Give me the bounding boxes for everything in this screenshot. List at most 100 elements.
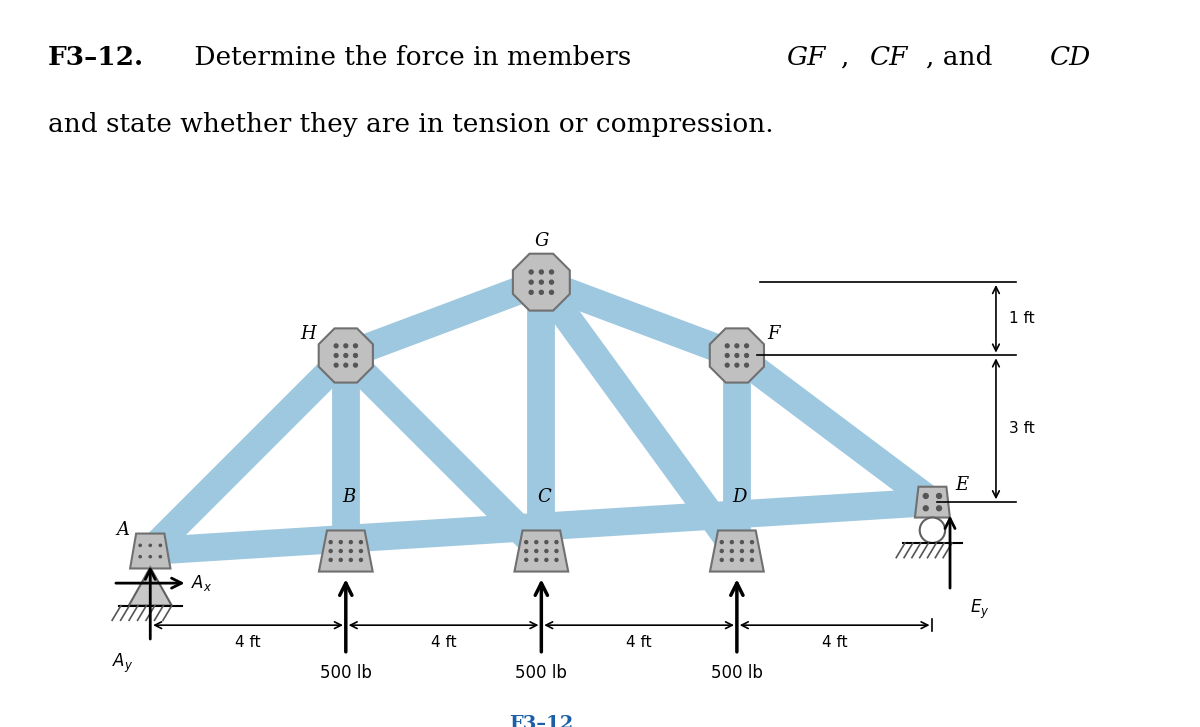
Circle shape (354, 364, 358, 367)
Circle shape (524, 541, 528, 544)
Circle shape (149, 545, 151, 547)
Circle shape (554, 550, 558, 553)
Circle shape (524, 550, 528, 553)
Text: 500 lb: 500 lb (710, 664, 763, 683)
Circle shape (360, 550, 362, 553)
Circle shape (344, 344, 348, 348)
Circle shape (740, 541, 744, 544)
Polygon shape (319, 329, 373, 382)
Circle shape (745, 344, 749, 348)
Polygon shape (319, 531, 373, 571)
Circle shape (923, 506, 929, 511)
Text: 500 lb: 500 lb (320, 664, 372, 683)
Circle shape (740, 550, 744, 553)
Polygon shape (512, 254, 570, 310)
Text: CF: CF (870, 45, 908, 70)
Circle shape (335, 353, 338, 358)
Circle shape (919, 518, 946, 543)
Text: Determine the force in members: Determine the force in members (186, 45, 640, 70)
Circle shape (545, 558, 548, 561)
Circle shape (535, 550, 538, 553)
Circle shape (360, 558, 362, 561)
Circle shape (335, 364, 338, 367)
Polygon shape (710, 531, 763, 571)
Circle shape (329, 558, 332, 561)
Circle shape (731, 541, 733, 544)
Polygon shape (709, 329, 764, 382)
Circle shape (529, 270, 533, 274)
Circle shape (720, 558, 724, 561)
Text: F3–12: F3–12 (509, 715, 574, 727)
Circle shape (349, 550, 353, 553)
Text: B: B (342, 489, 355, 506)
Text: $E_y$: $E_y$ (970, 598, 989, 621)
Circle shape (550, 270, 553, 274)
Circle shape (329, 550, 332, 553)
Text: $A_x$: $A_x$ (191, 573, 212, 593)
Circle shape (740, 558, 744, 561)
Polygon shape (914, 487, 950, 518)
Circle shape (340, 558, 342, 561)
Polygon shape (515, 531, 569, 571)
Text: ,: , (840, 45, 848, 70)
Circle shape (349, 558, 353, 561)
Circle shape (539, 270, 544, 274)
Text: 500 lb: 500 lb (516, 664, 568, 683)
Circle shape (550, 290, 553, 294)
Circle shape (720, 541, 724, 544)
Text: A: A (116, 521, 130, 539)
Circle shape (335, 344, 338, 348)
Text: C: C (538, 489, 551, 506)
Circle shape (734, 353, 739, 358)
Circle shape (349, 541, 353, 544)
Circle shape (535, 558, 538, 561)
Text: H: H (301, 325, 317, 343)
Text: F3–12.: F3–12. (48, 45, 144, 70)
Circle shape (725, 353, 730, 358)
Circle shape (745, 364, 749, 367)
Circle shape (725, 344, 730, 348)
Circle shape (360, 541, 362, 544)
Text: D: D (733, 489, 746, 506)
Circle shape (344, 364, 348, 367)
Circle shape (340, 541, 342, 544)
Circle shape (139, 545, 142, 547)
Circle shape (545, 550, 548, 553)
Text: 4 ft: 4 ft (235, 635, 260, 650)
Circle shape (731, 550, 733, 553)
Circle shape (937, 494, 942, 499)
Circle shape (550, 280, 553, 284)
Text: 1 ft: 1 ft (1009, 311, 1034, 326)
Circle shape (329, 541, 332, 544)
Text: G: G (534, 232, 548, 250)
Circle shape (160, 545, 162, 547)
Circle shape (731, 558, 733, 561)
Circle shape (160, 555, 162, 558)
Polygon shape (128, 568, 172, 606)
Circle shape (937, 506, 942, 511)
Circle shape (554, 541, 558, 544)
Circle shape (923, 494, 929, 499)
Text: 4 ft: 4 ft (626, 635, 652, 650)
Circle shape (529, 280, 533, 284)
Text: 4 ft: 4 ft (431, 635, 456, 650)
Circle shape (529, 290, 533, 294)
Circle shape (734, 364, 739, 367)
Circle shape (344, 353, 348, 358)
Circle shape (750, 558, 754, 561)
Circle shape (745, 353, 749, 358)
Circle shape (750, 541, 754, 544)
Circle shape (554, 558, 558, 561)
Text: CD: CD (1050, 45, 1091, 70)
Circle shape (139, 555, 142, 558)
Circle shape (539, 280, 544, 284)
Circle shape (750, 550, 754, 553)
Circle shape (149, 555, 151, 558)
Text: and state whether they are in tension or compression.: and state whether they are in tension or… (48, 112, 774, 137)
Circle shape (734, 344, 739, 348)
Text: 3 ft: 3 ft (1009, 422, 1034, 436)
Text: F: F (768, 325, 780, 343)
Text: 4 ft: 4 ft (822, 635, 847, 650)
Text: GF: GF (786, 45, 826, 70)
Circle shape (354, 344, 358, 348)
